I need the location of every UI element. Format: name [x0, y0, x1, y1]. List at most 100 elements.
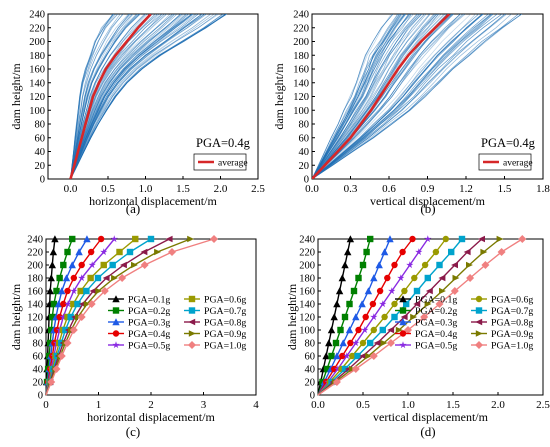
sample-line: [70, 14, 124, 179]
series-point: [379, 326, 386, 334]
series-point: [322, 352, 330, 360]
series-point: [75, 248, 83, 256]
y-tick-label: 180: [293, 51, 309, 62]
sample-lines: [69, 14, 228, 179]
series-point: [333, 352, 341, 360]
x-axis-label: horizontal displacement/m: [87, 410, 215, 424]
sample-line: [312, 14, 435, 179]
series-point: [88, 261, 96, 269]
series-point: [46, 287, 54, 295]
y-tick-label: 100: [29, 106, 45, 117]
series-point: [111, 274, 118, 282]
legend-swatch-marker: [475, 295, 483, 303]
series-point: [83, 287, 90, 295]
legend-swatch-marker: [188, 330, 196, 337]
sample-line: [312, 14, 431, 179]
y-tick-label: 220: [27, 248, 43, 259]
series-point: [100, 287, 109, 295]
x-axis-label: vertical displacement/m: [373, 410, 489, 424]
series-point: [140, 248, 148, 256]
y-tick-label: 160: [293, 65, 309, 76]
legend-box: [193, 153, 247, 171]
sample-line: [312, 14, 503, 179]
x-tick-label: 2.0: [214, 183, 228, 195]
series-point: [83, 300, 91, 308]
pga-annotation: PGA=0.4g: [481, 136, 536, 150]
sample-line: [312, 14, 484, 179]
y-tick-label: 80: [33, 339, 44, 350]
y-tick-label: 60: [33, 352, 44, 363]
y-axis-label: dam height/m: [272, 63, 286, 130]
legend-label: PGA=0.9g: [204, 329, 246, 340]
series-point: [165, 235, 173, 243]
x-tick-label: 0.0: [305, 183, 319, 195]
series-point: [64, 287, 71, 295]
legend-swatch-marker: [188, 295, 196, 303]
y-tick-label: 100: [299, 326, 315, 337]
sample-line: [312, 14, 392, 179]
sample-line: [312, 14, 437, 179]
series-point: [424, 300, 432, 308]
series-point: [364, 287, 373, 295]
sample-line: [70, 14, 117, 179]
series-point: [339, 352, 346, 360]
sample-line: [312, 14, 489, 179]
series-point: [341, 261, 349, 269]
series-point: [380, 339, 388, 347]
series-point: [386, 235, 394, 243]
y-tick-label: 40: [305, 365, 316, 376]
series-point: [77, 313, 86, 321]
y-tick-label: 60: [299, 133, 310, 144]
series-point: [370, 313, 378, 321]
legend-swatch-marker: [399, 318, 407, 326]
sample-line: [312, 14, 394, 179]
legend-label: PGA=0.6g: [204, 295, 246, 306]
legend-label: PGA=0.6g: [491, 295, 533, 306]
series-point: [102, 274, 110, 282]
series-point: [333, 300, 341, 308]
series-point: [381, 313, 388, 321]
legend-label: PGA=0.4g: [128, 329, 170, 340]
series-point: [399, 248, 406, 256]
sample-line: [312, 14, 463, 179]
y-axis-label: dam height/m: [285, 283, 299, 350]
legend: PGA=0.1gPGA=0.2gPGA=0.3gPGA=0.4gPGA=0.5g…: [108, 295, 246, 352]
sample-line: [312, 14, 404, 179]
average-line: [69, 14, 152, 179]
series-point: [355, 274, 362, 282]
sample-line: [70, 14, 203, 179]
pga-annotation: PGA=0.4g: [196, 136, 251, 150]
series-point: [352, 313, 360, 321]
series-point: [361, 326, 369, 334]
legend-label: PGA=0.7g: [491, 306, 533, 317]
series-point: [56, 313, 63, 321]
series-point: [147, 235, 155, 243]
series-point: [83, 235, 91, 243]
series-point: [345, 326, 354, 334]
series-point: [140, 261, 149, 269]
series-point: [89, 287, 97, 295]
series-point: [110, 235, 118, 243]
series-point: [187, 235, 195, 243]
series-point: [442, 235, 449, 243]
series-point: [78, 274, 86, 282]
series-point: [60, 261, 67, 269]
sample-line: [70, 14, 114, 179]
x-axis-label: vertical displacement/m: [370, 194, 486, 208]
y-tick-label: 120: [29, 92, 45, 103]
series-point: [343, 352, 351, 360]
series-point: [49, 313, 56, 321]
panel-c: 0 20 40 60 80 100 120 140 160 180 200 220 240 0 1 2 3 4 ho…: [9, 235, 259, 440]
sample-line: [70, 14, 183, 179]
legend-swatch-marker: [475, 341, 483, 349]
series-point: [365, 352, 373, 360]
series-point: [406, 261, 414, 269]
sample-line: [70, 14, 187, 179]
series-point: [69, 326, 78, 334]
x-tick-label: 1.5: [498, 183, 512, 195]
y-tick-label: 220: [29, 23, 45, 34]
panel-d: 0 20 40 60 80 100 120 140 160 180 200 220 240 0.0 0.5 1…: [285, 235, 550, 440]
y-tick-label: 100: [293, 106, 309, 117]
series-point: [346, 235, 355, 243]
sample-line: [312, 14, 410, 179]
